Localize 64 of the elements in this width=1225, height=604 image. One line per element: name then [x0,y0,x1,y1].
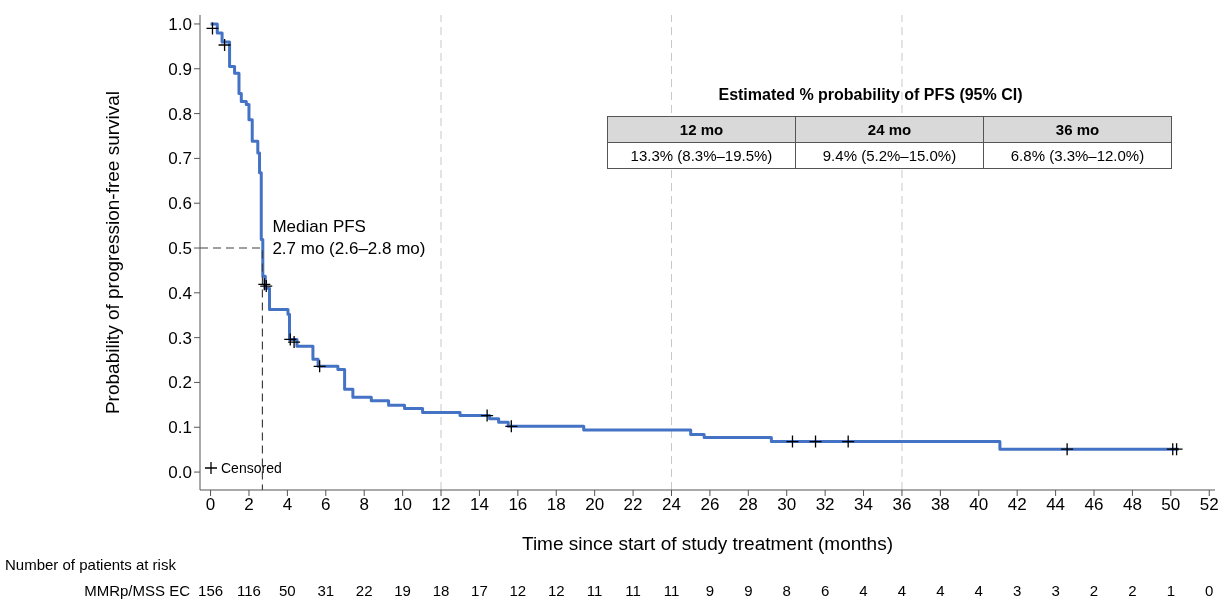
point [504,419,518,434]
text: MMRp/MSS EC [84,582,190,599]
annotation: 36 mo [983,116,1172,143]
x-tick-label: 16 [508,495,528,515]
point [841,434,855,449]
legend-label: Censored [221,460,282,476]
text: Number of patients at risk [5,556,176,573]
point [217,38,232,52]
y-tick-label: 0.7 [168,149,192,169]
point [808,434,823,449]
x-tick-label: 38 [930,495,950,515]
x-tick-label: 46 [1084,495,1104,515]
x-tick-label: 8 [359,495,369,515]
x-tick-label: 36 [892,495,912,515]
x-tick-label: 34 [854,495,873,515]
y-tick-label: 0.8 [168,104,192,124]
x-tick-label: 22 [623,495,643,515]
x-tick-label: 28 [738,495,758,515]
x-tick-label: 4 [282,495,293,515]
y-tick-label: 0.2 [168,373,192,393]
x-tick-label: 6 [321,495,331,515]
point [205,21,220,36]
point [313,359,327,373]
x-tick-label: 32 [815,495,835,515]
x-tick-label: 0 [205,495,216,515]
y-tick-label: 0.3 [168,328,192,348]
x-tick-label: 48 [1122,495,1142,515]
x-tick-label: 12 [431,495,451,515]
point [287,335,301,349]
point [1060,442,1074,456]
annotation: Estimated % probability of PFS (95% CI) [717,86,1024,104]
annotation: 12 mo [607,116,796,143]
x-tick-label: 42 [1007,495,1027,515]
x-tick-label: 44 [1046,495,1066,515]
x-tick-label: 20 [585,495,605,515]
point [785,434,800,449]
y-tick-label: 0.1 [168,418,192,438]
annotation: 24 mo [795,116,984,143]
x-axis-title: Time since start of study treatment (months) [522,533,893,554]
x-tick-label: 14 [469,495,489,515]
x-tick-label: 10 [393,495,413,515]
annotation: 6.8% (3.3%–12.0%) [983,142,1172,169]
annotation: Median PFS 2.7 mo (2.6–2.8 mo) [272,216,426,260]
y-tick-label: 1.0 [168,15,192,34]
point [283,332,297,347]
x-tick-label: 50 [1161,495,1181,515]
text: 156 116 50 31 22 19 18 17 12 12 11 11 11 9 9 8 6 4 4 4 4 3 3 2 2 1 0 [198,582,1214,599]
point [480,408,494,423]
y-tick-label: 0.9 [168,59,192,79]
x-tick-label: 24 [662,495,681,515]
x-tick-label: 18 [546,495,566,515]
annotation: 13.3% (8.3%–19.5%) [607,142,796,169]
x-tick-label: 30 [777,495,797,515]
y-tick-label: 0.6 [168,194,192,214]
y-tick-label: 0.5 [168,239,192,259]
point [1169,442,1184,456]
y-axis-title: Probability of progression-free survival [101,90,123,415]
annotation: 9.4% (5.2%–15.0%) [795,142,984,169]
x-tick-label: 2 [244,495,254,515]
x-tick-label: 40 [969,495,989,515]
x-tick-label: 26 [700,495,720,515]
y-tick-label: 0.0 [168,463,192,483]
y-tick-label: 0.4 [168,283,192,303]
x-tick-label: 52 [1199,495,1219,515]
